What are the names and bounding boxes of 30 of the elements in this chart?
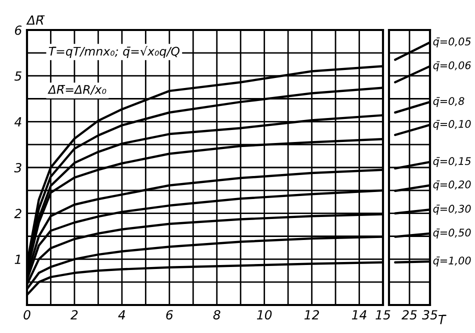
x-tick-label: 25: [402, 310, 417, 320]
series-label: q̄=0,10: [433, 120, 471, 130]
series-label: q̄=0,15: [433, 157, 471, 168]
y-tick-label: 3: [14, 162, 22, 172]
x-tick-label: 35: [422, 310, 438, 320]
x-tick-label: 8: [213, 310, 220, 320]
x-tick-label: 10: [256, 310, 272, 320]
x-tick-label: 2: [70, 310, 78, 320]
x-tick-label: 12: [304, 310, 319, 320]
y-tick-label: 6: [14, 25, 22, 35]
x-tick-label: 6: [166, 310, 173, 320]
x-tick-label: 0: [24, 310, 30, 320]
y-axis-title: ΔR̄: [26, 15, 45, 25]
series-label: q̄=1,00: [433, 256, 471, 266]
series-label: q̄=0,20: [433, 180, 471, 190]
annotation: ΔR̄=ΔR/x₀: [48, 84, 106, 95]
y-tick-label: 4: [14, 117, 22, 126]
series-label: q̄=0,30: [433, 204, 471, 215]
series-label: q̄=0,8: [433, 97, 464, 107]
annotation: T̄=qT/mnx₀; q̄=√x₀q/Q: [48, 46, 180, 58]
series-label: q̄=0,50: [433, 228, 471, 239]
x-axis-title: T̄: [438, 314, 446, 324]
series-label: q̄=0,06: [433, 61, 471, 72]
x-tick-label: 15: [376, 310, 390, 320]
y-tick-label: 5: [14, 71, 22, 81]
series-label: q̄=0,05: [433, 37, 471, 48]
y-tick-label: 2: [14, 208, 22, 218]
y-tick-label: 1: [14, 254, 20, 264]
x-tick-label: 14: [352, 310, 366, 320]
x-tick-label: 4: [118, 310, 126, 320]
